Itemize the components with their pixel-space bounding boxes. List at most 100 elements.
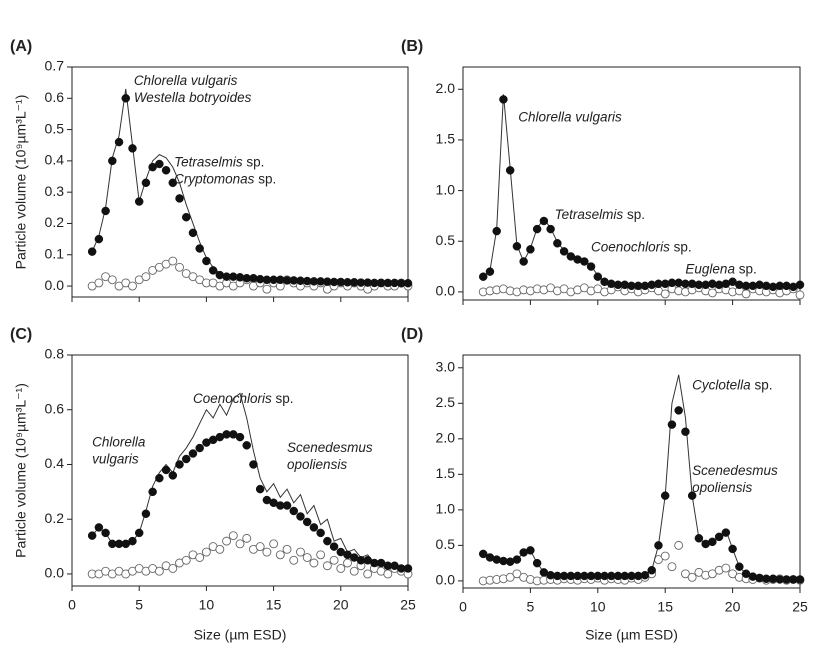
y-tick-label: 2.0 — [436, 430, 456, 446]
annotation: Euglena sp. — [685, 261, 756, 276]
filled-marker — [708, 537, 717, 547]
filled-marker — [121, 94, 131, 103]
annotation: opoliensis — [692, 479, 752, 494]
open-marker — [262, 547, 272, 557]
y-tick-label: 0.5 — [45, 120, 65, 136]
filled-marker — [681, 427, 690, 436]
filled-marker — [660, 491, 670, 500]
filled-marker — [478, 549, 488, 559]
open-marker — [349, 566, 359, 576]
y-tick-label: 0.7 — [45, 58, 65, 74]
annotation: vulgaris — [92, 451, 139, 466]
open-marker — [728, 569, 738, 579]
filled-marker — [168, 178, 178, 188]
open-marker — [316, 550, 326, 560]
open-marker — [228, 531, 238, 541]
filled-marker — [309, 523, 319, 532]
filled-marker — [667, 420, 677, 429]
filled-marker — [559, 247, 569, 256]
annotation: Scenedesmus — [287, 440, 373, 455]
annotation: Chlorella vulgaris — [518, 109, 622, 124]
filled-marker — [101, 528, 110, 538]
y-tick-label: 0.3 — [45, 183, 65, 199]
x-tick-label: 25 — [400, 597, 416, 613]
open-marker — [141, 272, 151, 282]
open-marker — [195, 553, 205, 562]
open-marker — [329, 555, 339, 565]
open-marker — [242, 533, 252, 543]
series-line — [91, 392, 408, 569]
filled-marker — [94, 234, 104, 244]
filled-marker — [108, 156, 117, 166]
x-tick-label: 5 — [527, 599, 535, 615]
filled-marker — [526, 245, 535, 254]
annotation-text: Chlorella vulgaris — [134, 73, 238, 88]
y-axis-label: Particle volume (10⁹µm³L⁻¹) — [13, 383, 29, 558]
annotation-text: Cryptomonas — [174, 171, 255, 186]
filled-marker — [87, 531, 97, 540]
y-tick-label: 0.0 — [436, 283, 456, 299]
open-marker — [343, 558, 352, 568]
annotation-text: sp. — [670, 239, 692, 254]
open-marker — [154, 566, 164, 576]
annotation-text: Tetraselmis — [174, 154, 243, 169]
filled-marker — [329, 542, 339, 551]
filled-marker — [114, 137, 124, 147]
panel-label: (A) — [10, 38, 32, 55]
y-tick-label: 1.0 — [436, 501, 456, 517]
filled-marker — [155, 159, 164, 169]
y-tick-label: 0.0 — [436, 572, 456, 588]
open-marker — [309, 558, 319, 568]
open-marker — [512, 569, 522, 579]
open-marker — [255, 542, 265, 552]
filled-marker — [586, 262, 596, 271]
filled-marker — [532, 558, 542, 568]
filled-marker — [694, 534, 704, 543]
x-tick-label: 25 — [792, 599, 808, 615]
filled-marker — [526, 546, 535, 555]
filled-marker — [593, 272, 603, 281]
filled-marker — [485, 267, 495, 276]
plot-frame — [462, 354, 801, 589]
filled-marker — [242, 441, 251, 450]
open-marker — [235, 539, 245, 549]
plot-frame — [71, 354, 409, 587]
y-tick-label: 0.8 — [45, 346, 65, 362]
annotation: Coenochloris sp. — [193, 390, 294, 405]
filled-marker — [195, 244, 204, 253]
open-marker — [660, 551, 670, 561]
annotation: Tetraselmis sp. — [174, 154, 264, 169]
filled-marker — [403, 564, 413, 573]
filled-marker — [289, 506, 299, 516]
filled-marker — [519, 257, 528, 266]
open-marker — [128, 281, 137, 291]
filled-marker — [188, 228, 198, 238]
open-marker — [222, 536, 232, 546]
panel-label: (C) — [10, 326, 32, 343]
plot-frame — [462, 66, 801, 301]
filled-marker — [532, 224, 542, 234]
filled-marker — [249, 460, 258, 469]
open-marker — [741, 289, 751, 299]
y-tick-label: 0.4 — [45, 152, 65, 168]
filled-marker — [512, 555, 522, 564]
filled-marker — [87, 247, 97, 256]
x-tick-label: 20 — [725, 599, 741, 615]
annotation: opoliensis — [287, 457, 347, 472]
annotation-text: sp. — [735, 261, 757, 276]
series-line — [91, 88, 408, 284]
filled-marker — [141, 178, 151, 188]
filled-marker — [687, 491, 697, 500]
x-tick-label: 5 — [135, 597, 143, 613]
filled-marker — [795, 575, 805, 584]
annotation-text: sp. — [272, 390, 294, 405]
open-marker — [282, 544, 292, 554]
filled-marker — [316, 528, 325, 538]
filled-marker — [155, 473, 164, 483]
filled-marker — [175, 194, 184, 203]
filled-marker — [499, 95, 508, 104]
annotation-text: Scenedesmus — [287, 440, 373, 455]
filled-marker — [296, 512, 305, 521]
filled-marker — [141, 509, 151, 518]
open-marker — [383, 569, 393, 579]
